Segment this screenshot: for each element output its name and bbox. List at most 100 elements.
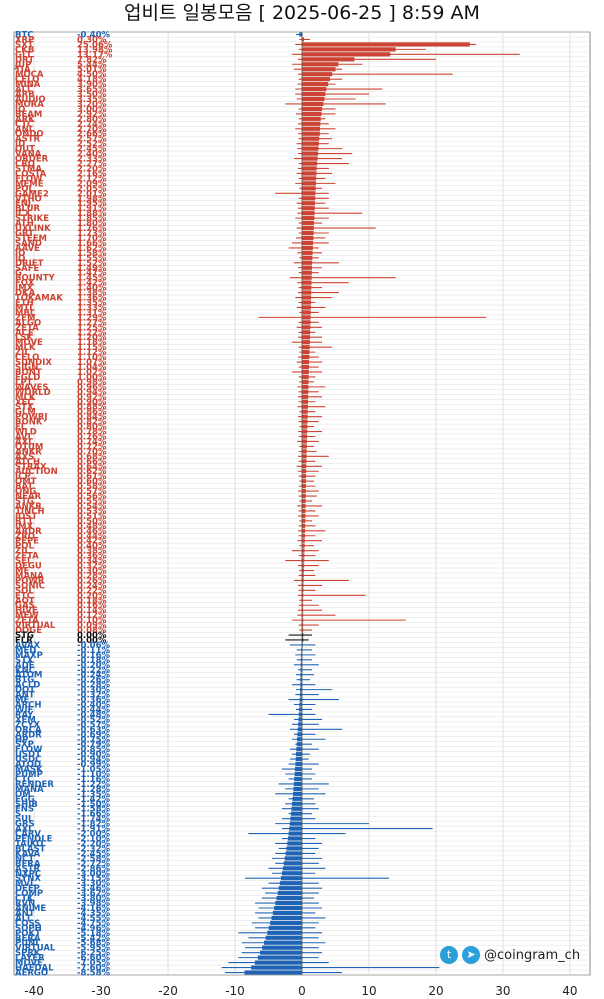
bar-value-label: -2.45% xyxy=(77,849,110,859)
bar-ticker-label: CTC xyxy=(15,775,33,785)
bar xyxy=(302,330,311,335)
bar-value-label: 1.47% xyxy=(77,269,107,279)
bar xyxy=(302,414,308,419)
bar-value-label: 1.02% xyxy=(77,368,107,378)
bar-ticker-label: MVL xyxy=(15,879,36,889)
bar xyxy=(302,389,309,394)
bar-value-label: -0.36% xyxy=(77,696,110,706)
bar-value-label: 1.22% xyxy=(77,328,107,338)
bar xyxy=(302,121,321,126)
bar xyxy=(302,82,329,87)
bar-ticker-label: ENS xyxy=(15,805,34,815)
bar-ticker-label: JUP xyxy=(14,60,31,70)
bar xyxy=(300,672,302,677)
bar xyxy=(302,230,314,236)
bar xyxy=(302,518,306,523)
bar-ticker-label: SXT xyxy=(15,40,34,50)
bar-value-label: 13.17% xyxy=(77,50,113,60)
bar-value-label: 0.30% xyxy=(77,567,107,577)
bar-ticker-label: WLD xyxy=(15,428,37,438)
bar xyxy=(299,707,302,712)
bar xyxy=(302,404,308,409)
bar xyxy=(281,871,302,876)
bar-value-label: 25.06% xyxy=(77,40,113,50)
bar xyxy=(285,851,302,856)
bar xyxy=(290,811,302,816)
bar xyxy=(294,776,302,782)
bar-ticker-label: POKT xyxy=(15,929,41,939)
bar xyxy=(302,220,315,226)
bar xyxy=(302,181,316,186)
bar-value-label: 0.80% xyxy=(77,423,107,433)
bar-ticker-label: OM xyxy=(15,790,31,800)
bar-value-label: -0.52% xyxy=(77,715,110,725)
bar xyxy=(302,201,316,206)
bar xyxy=(300,677,302,682)
bar-ticker-label: SONIC xyxy=(15,581,45,591)
x-tick-label: 0 xyxy=(298,984,306,998)
bar xyxy=(302,72,333,77)
bar-value-label: 1.49% xyxy=(77,264,107,274)
bar-ticker-label: STMA xyxy=(15,164,42,174)
bar-value-label: -0.90% xyxy=(77,750,110,760)
bar-value-label: 0.94% xyxy=(77,388,107,398)
bar xyxy=(302,37,305,42)
bar xyxy=(302,62,339,67)
bar xyxy=(302,131,320,136)
bar xyxy=(302,255,313,260)
bar-value-label: 3.20% xyxy=(77,100,107,110)
bar-ticker-label: ARDR xyxy=(15,730,42,740)
bar xyxy=(274,905,302,911)
bar-ticker-label: ANKR xyxy=(15,502,42,512)
bar xyxy=(302,186,316,191)
bar xyxy=(286,846,302,851)
bar-ticker-label: BERA xyxy=(15,859,41,869)
bar-value-label: -0.18% xyxy=(77,656,110,666)
bar-ticker-label: AAVE xyxy=(15,244,40,254)
bar xyxy=(302,350,310,355)
bar-value-label: 0.30% xyxy=(77,35,107,45)
bar xyxy=(302,449,307,454)
bar xyxy=(300,667,302,672)
bar-value-label: 0.58% xyxy=(77,482,107,492)
bar-value-label: -3.80% xyxy=(77,894,110,904)
bar xyxy=(302,47,396,52)
bar xyxy=(302,538,305,543)
bar xyxy=(299,32,302,37)
bar-value-label: -3.30% xyxy=(77,879,110,889)
bar-ticker-label: AXS xyxy=(15,452,34,462)
bar-value-label: 0.42% xyxy=(77,537,107,547)
bar-ticker-label: ICP xyxy=(15,472,31,482)
bar-ticker-label: KNC xyxy=(15,666,35,676)
bar xyxy=(302,310,311,315)
x-tick-label: 30 xyxy=(495,984,510,998)
bar xyxy=(302,588,304,593)
bar-value-label: 1.38% xyxy=(77,289,107,299)
bar xyxy=(302,424,308,429)
bar-value-label: 0.82% xyxy=(77,418,107,428)
bar-ticker-label: ANI xyxy=(15,125,32,135)
bar xyxy=(289,826,302,831)
bar-ticker-label: POWR xyxy=(15,576,45,586)
bar xyxy=(302,618,304,623)
bar xyxy=(300,652,303,657)
bar xyxy=(302,623,304,628)
bar xyxy=(295,761,302,767)
bar xyxy=(302,583,304,588)
bar-value-label: 1.42% xyxy=(77,279,107,289)
bar-ticker-label: PEPE xyxy=(15,537,39,547)
bar-value-label: -3.62% xyxy=(77,889,110,899)
bar xyxy=(300,657,302,662)
bar-ticker-label: ME xyxy=(15,696,29,706)
bar-ticker-label: OMT xyxy=(15,477,37,487)
bar-value-label: 0.64% xyxy=(77,462,107,472)
bar-ticker-label: BONK xyxy=(15,418,43,428)
bar-ticker-label: EL xyxy=(15,423,27,433)
bar xyxy=(302,300,312,305)
bar-value-label: 1.45% xyxy=(77,274,107,284)
x-tick-label: 10 xyxy=(361,984,376,998)
bar-value-label: -1.58% xyxy=(77,805,110,815)
bar xyxy=(292,791,302,796)
bar-ticker-label: ETC xyxy=(15,591,33,601)
bar xyxy=(302,166,317,171)
